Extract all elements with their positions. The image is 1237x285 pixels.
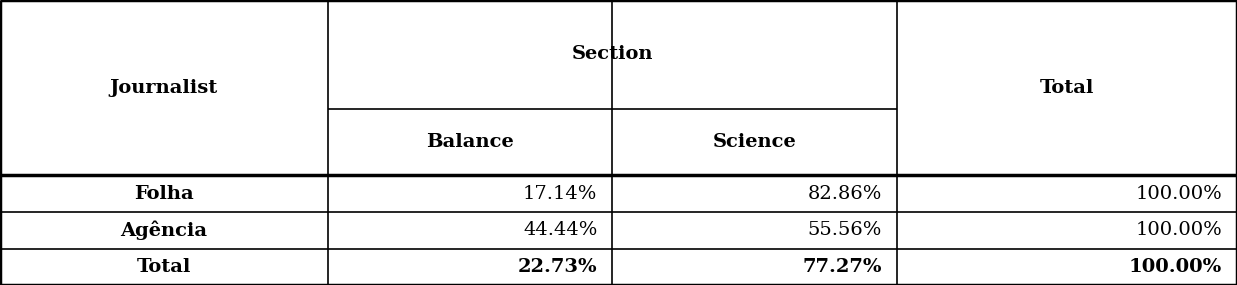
Text: 100.00%: 100.00% — [1136, 184, 1222, 203]
Text: 77.27%: 77.27% — [803, 258, 882, 276]
Text: Agência: Agência — [120, 220, 208, 240]
Text: Journalist: Journalist — [110, 79, 218, 97]
Text: 55.56%: 55.56% — [808, 221, 882, 239]
Text: Total: Total — [1040, 79, 1094, 97]
Text: 44.44%: 44.44% — [523, 221, 597, 239]
Text: Total: Total — [137, 258, 190, 276]
Text: Balance: Balance — [427, 133, 513, 151]
Text: Science: Science — [713, 133, 797, 151]
Text: Folha: Folha — [134, 184, 194, 203]
Text: 82.86%: 82.86% — [808, 184, 882, 203]
Text: 22.73%: 22.73% — [518, 258, 597, 276]
Text: 17.14%: 17.14% — [523, 184, 597, 203]
Text: 100.00%: 100.00% — [1136, 221, 1222, 239]
Text: 100.00%: 100.00% — [1129, 258, 1222, 276]
Text: Section: Section — [571, 45, 653, 64]
